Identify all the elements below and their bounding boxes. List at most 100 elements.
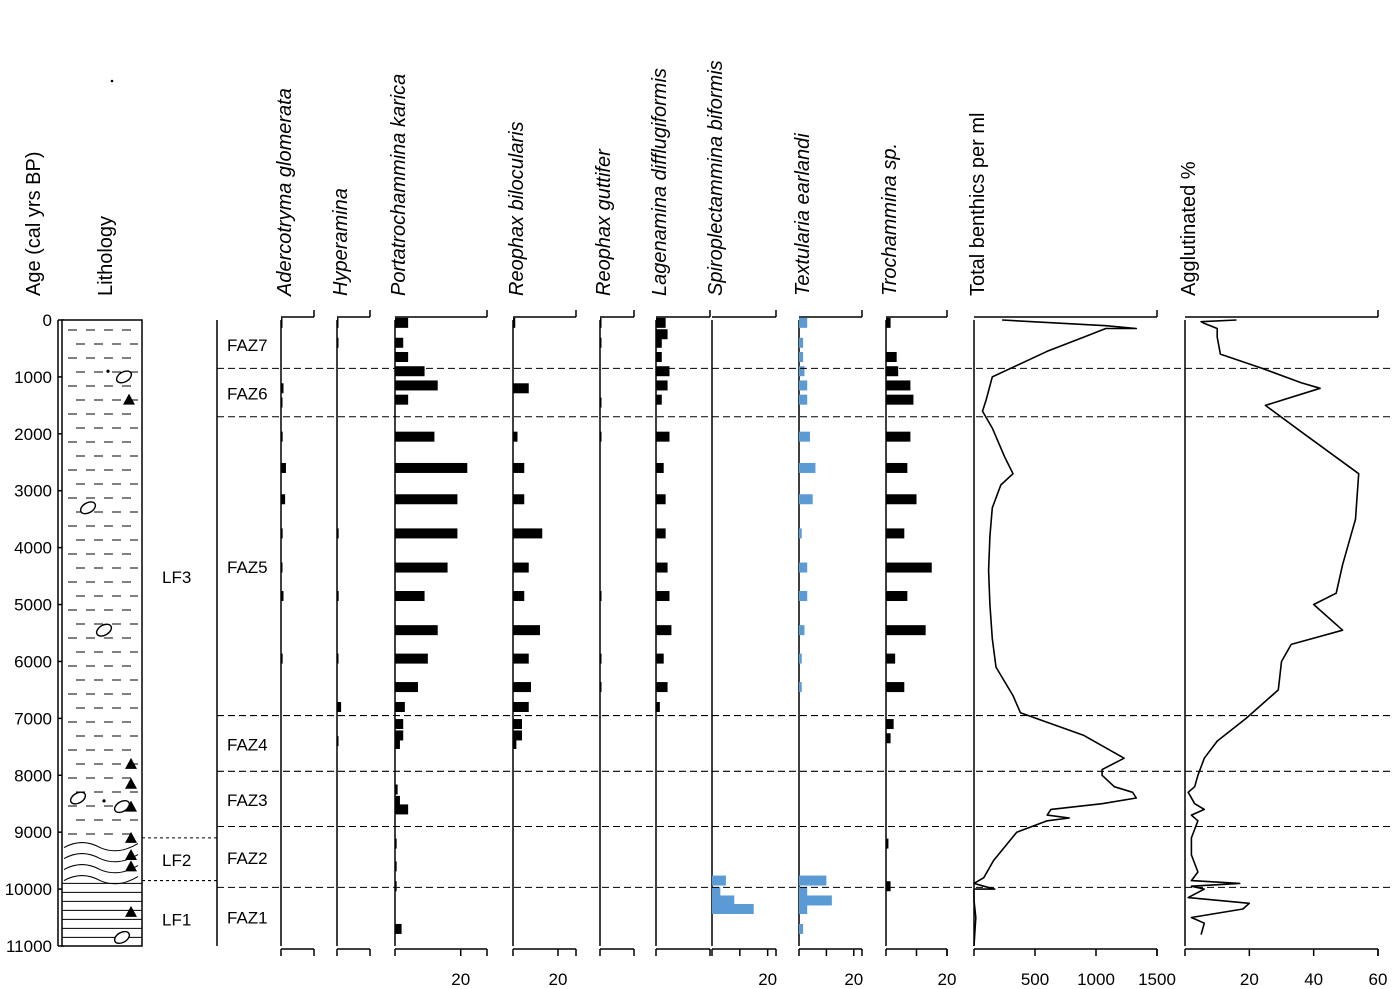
trochammina-sp-bar <box>886 528 905 539</box>
lithofacies-label: LF2 <box>162 851 191 870</box>
trochammina-sp-bar <box>886 462 908 473</box>
age-tick-label: 8000 <box>14 766 52 785</box>
hyperamina-bar <box>337 317 339 328</box>
reophax-bilocularis-title: Reophax bilocularis <box>506 121 528 296</box>
dropstone-symbol <box>125 848 137 860</box>
zone-label: FAZ5 <box>227 558 268 577</box>
textularia-earlandi-bar <box>799 682 802 693</box>
lagenamina-difflugiformis-bar <box>656 494 666 505</box>
clast-symbol <box>69 791 87 805</box>
portatrochammina-karica-bar <box>395 591 425 602</box>
spiroplectammina-biformis-title: Spiroplectammina biformis <box>705 60 727 296</box>
dropstone-symbol <box>125 831 137 843</box>
lithology-dot <box>106 369 110 373</box>
spiroplectammina-biformis-bar <box>712 875 726 886</box>
textularia-earlandi-bar <box>799 653 802 664</box>
portatrochammina-karica-bar <box>395 730 404 741</box>
total-benthics-per-ml-tick-label: 500 <box>1021 970 1049 989</box>
lagenamina-difflugiformis-bar <box>656 431 670 442</box>
spiroplectammina-biformis-bar <box>712 904 754 915</box>
age-tick-label: 2000 <box>14 425 52 444</box>
reophax-guttifer-bar <box>600 682 602 693</box>
spiroplectammina-biformis-bar <box>712 895 735 906</box>
zone-label: FAZ6 <box>227 385 268 404</box>
portatrochammina-karica-bar <box>395 738 400 749</box>
dropstone-symbol <box>125 757 137 769</box>
lagenamina-difflugiformis-bar <box>656 394 662 405</box>
reophax-bilocularis-bar <box>513 383 529 394</box>
reophax-bilocularis-bar <box>513 653 529 664</box>
lagenamina-difflugiformis-title: Lagenamina difflugiformis <box>649 68 671 296</box>
adercotryma-glomerata-bar <box>281 462 286 473</box>
reophax-guttifer-bar <box>600 397 602 408</box>
trochammina-sp-bar <box>886 394 914 405</box>
total-benthics-per-ml-curve <box>973 319 1138 947</box>
trochammina-sp-bar <box>886 494 917 505</box>
reophax-guttifer-title: Reophax guttifer <box>593 148 615 296</box>
agglutinated-curve <box>1187 319 1360 935</box>
lagenamina-difflugiformis-bar <box>656 701 660 712</box>
textularia-earlandi-bar <box>799 591 808 602</box>
textularia-earlandi-title: Textularia earlandi <box>792 133 814 296</box>
reophax-bilocularis-tick-label: 20 <box>549 970 568 989</box>
lithology-title: Lithology <box>95 216 117 296</box>
portatrochammina-karica-bar <box>395 394 409 405</box>
reophax-guttifer-bar <box>600 653 602 664</box>
stray-mark <box>110 79 114 83</box>
agglutinated-tick-label: 60 <box>1369 970 1388 989</box>
reophax-bilocularis-bar <box>513 719 522 730</box>
dropstone-symbol <box>125 777 137 789</box>
adercotryma-glomerata-bar <box>281 397 283 408</box>
age-tick-label: 11000 <box>6 937 52 956</box>
adercotryma-glomerata-title: Adercotryma glomerata <box>274 88 296 297</box>
age-tick-label: 7000 <box>14 709 52 728</box>
portatrochammina-karica-bar <box>395 701 405 712</box>
reophax-bilocularis-bar <box>513 625 540 636</box>
lagenamina-difflugiformis-bar <box>656 682 668 693</box>
reophax-bilocularis-bar <box>513 494 525 505</box>
lithology-laminae <box>63 842 139 852</box>
trochammina-sp-bar <box>886 733 891 744</box>
trochammina-sp-bar <box>886 838 889 849</box>
age-axis-title: Age (cal yrs BP) <box>23 152 45 296</box>
lagenamina-difflugiformis-bar <box>656 653 664 664</box>
trochammina-sp-bar <box>886 719 894 730</box>
dropstone-symbol <box>125 800 137 812</box>
hyperamina-bar <box>337 736 339 747</box>
trochammina-sp-bar <box>886 682 905 693</box>
reophax-bilocularis-bar <box>513 730 522 741</box>
lagenamina-difflugiformis-bar <box>656 462 664 473</box>
portatrochammina-karica-bar <box>395 462 468 473</box>
total-benthics-per-ml-title: Total benthics per ml <box>967 113 989 296</box>
zone-label: FAZ4 <box>227 735 268 754</box>
portatrochammina-karica-bar <box>395 562 448 573</box>
trochammina-sp-tick-label: 20 <box>938 970 957 989</box>
lagenamina-difflugiformis-bar <box>656 591 670 602</box>
textularia-earlandi-bar <box>799 337 804 348</box>
portatrochammina-karica-bar <box>395 431 435 442</box>
textularia-earlandi-bar <box>799 462 816 473</box>
portatrochammina-karica-bar <box>395 861 397 872</box>
portatrochammina-karica-bar <box>395 923 402 934</box>
trochammina-sp-title: Trochammina sp. <box>879 143 901 296</box>
trochammina-sp-bar <box>886 351 897 362</box>
clast-symbol <box>113 799 131 814</box>
lithofacies-label: LF3 <box>162 568 191 587</box>
agglutinated-tick-label: 20 <box>1240 970 1259 989</box>
reophax-guttifer-bar <box>600 431 602 442</box>
total-benthics-per-ml-tick-label: 1000 <box>1077 970 1115 989</box>
zone-label: FAZ1 <box>227 909 268 928</box>
portatrochammina-karica-bar <box>395 838 397 849</box>
textularia-earlandi-bar <box>799 923 804 934</box>
adercotryma-glomerata-bar <box>281 528 283 539</box>
age-tick-label: 6000 <box>14 652 52 671</box>
dropstone-symbol <box>123 393 135 405</box>
adercotryma-glomerata-bar <box>281 494 286 505</box>
trochammina-sp-bar <box>886 431 911 442</box>
reophax-guttifer-bar <box>600 337 602 348</box>
adercotryma-glomerata-bar <box>281 591 284 602</box>
age-tick-label: 1000 <box>14 368 52 387</box>
reophax-bilocularis-bar <box>513 317 516 328</box>
trochammina-sp-bar <box>886 625 926 636</box>
reophax-bilocularis-bar <box>513 562 529 573</box>
